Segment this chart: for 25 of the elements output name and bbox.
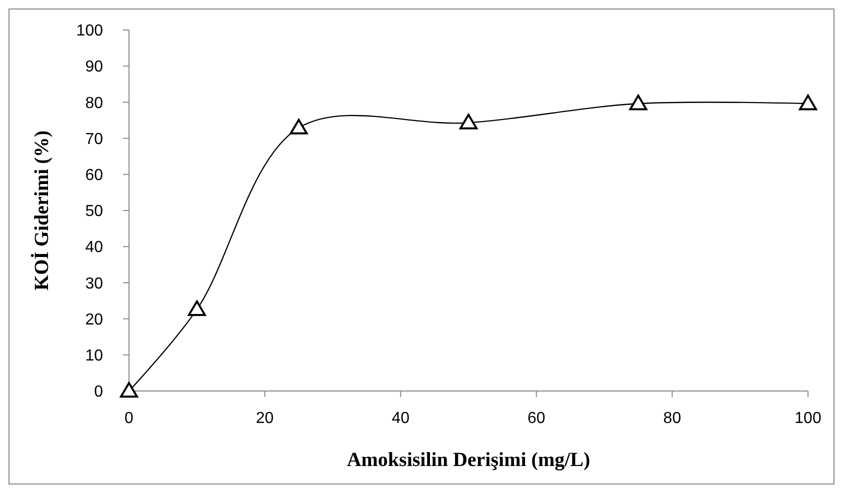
point (290, 118, 308, 134)
x-tick-label: 0 (124, 410, 134, 427)
point (629, 94, 648, 110)
x-axis-title: Amoksisilin Derişimi (mg/L) (346, 449, 590, 471)
y-tick-label: 100 (76, 22, 104, 40)
x-tick-label: 60 (528, 410, 546, 427)
y-tick-label: 60 (85, 167, 104, 184)
y-tick-label: 50 (85, 203, 104, 220)
x-tick-label: 40 (392, 410, 410, 427)
y-tick-label: 90 (85, 58, 104, 76)
y-tick-label: 0 (94, 384, 104, 401)
y-tick-label: 20 (85, 311, 104, 328)
y-tick-label: 40 (85, 239, 104, 256)
point (799, 94, 817, 110)
y-tick-label: 30 (85, 275, 104, 292)
x-tick-label: 80 (663, 410, 682, 427)
y-tick-label: 10 (85, 348, 104, 364)
point (460, 114, 478, 130)
y-tick-label: 70 (85, 130, 104, 148)
point (120, 382, 138, 398)
x-tick-label: 20 (256, 410, 274, 427)
y-axis-title: KOİ Giderimi (%) (30, 130, 53, 290)
point (188, 300, 206, 316)
y-tick-label: 80 (85, 94, 104, 112)
x-tick-label: 100 (794, 410, 822, 427)
